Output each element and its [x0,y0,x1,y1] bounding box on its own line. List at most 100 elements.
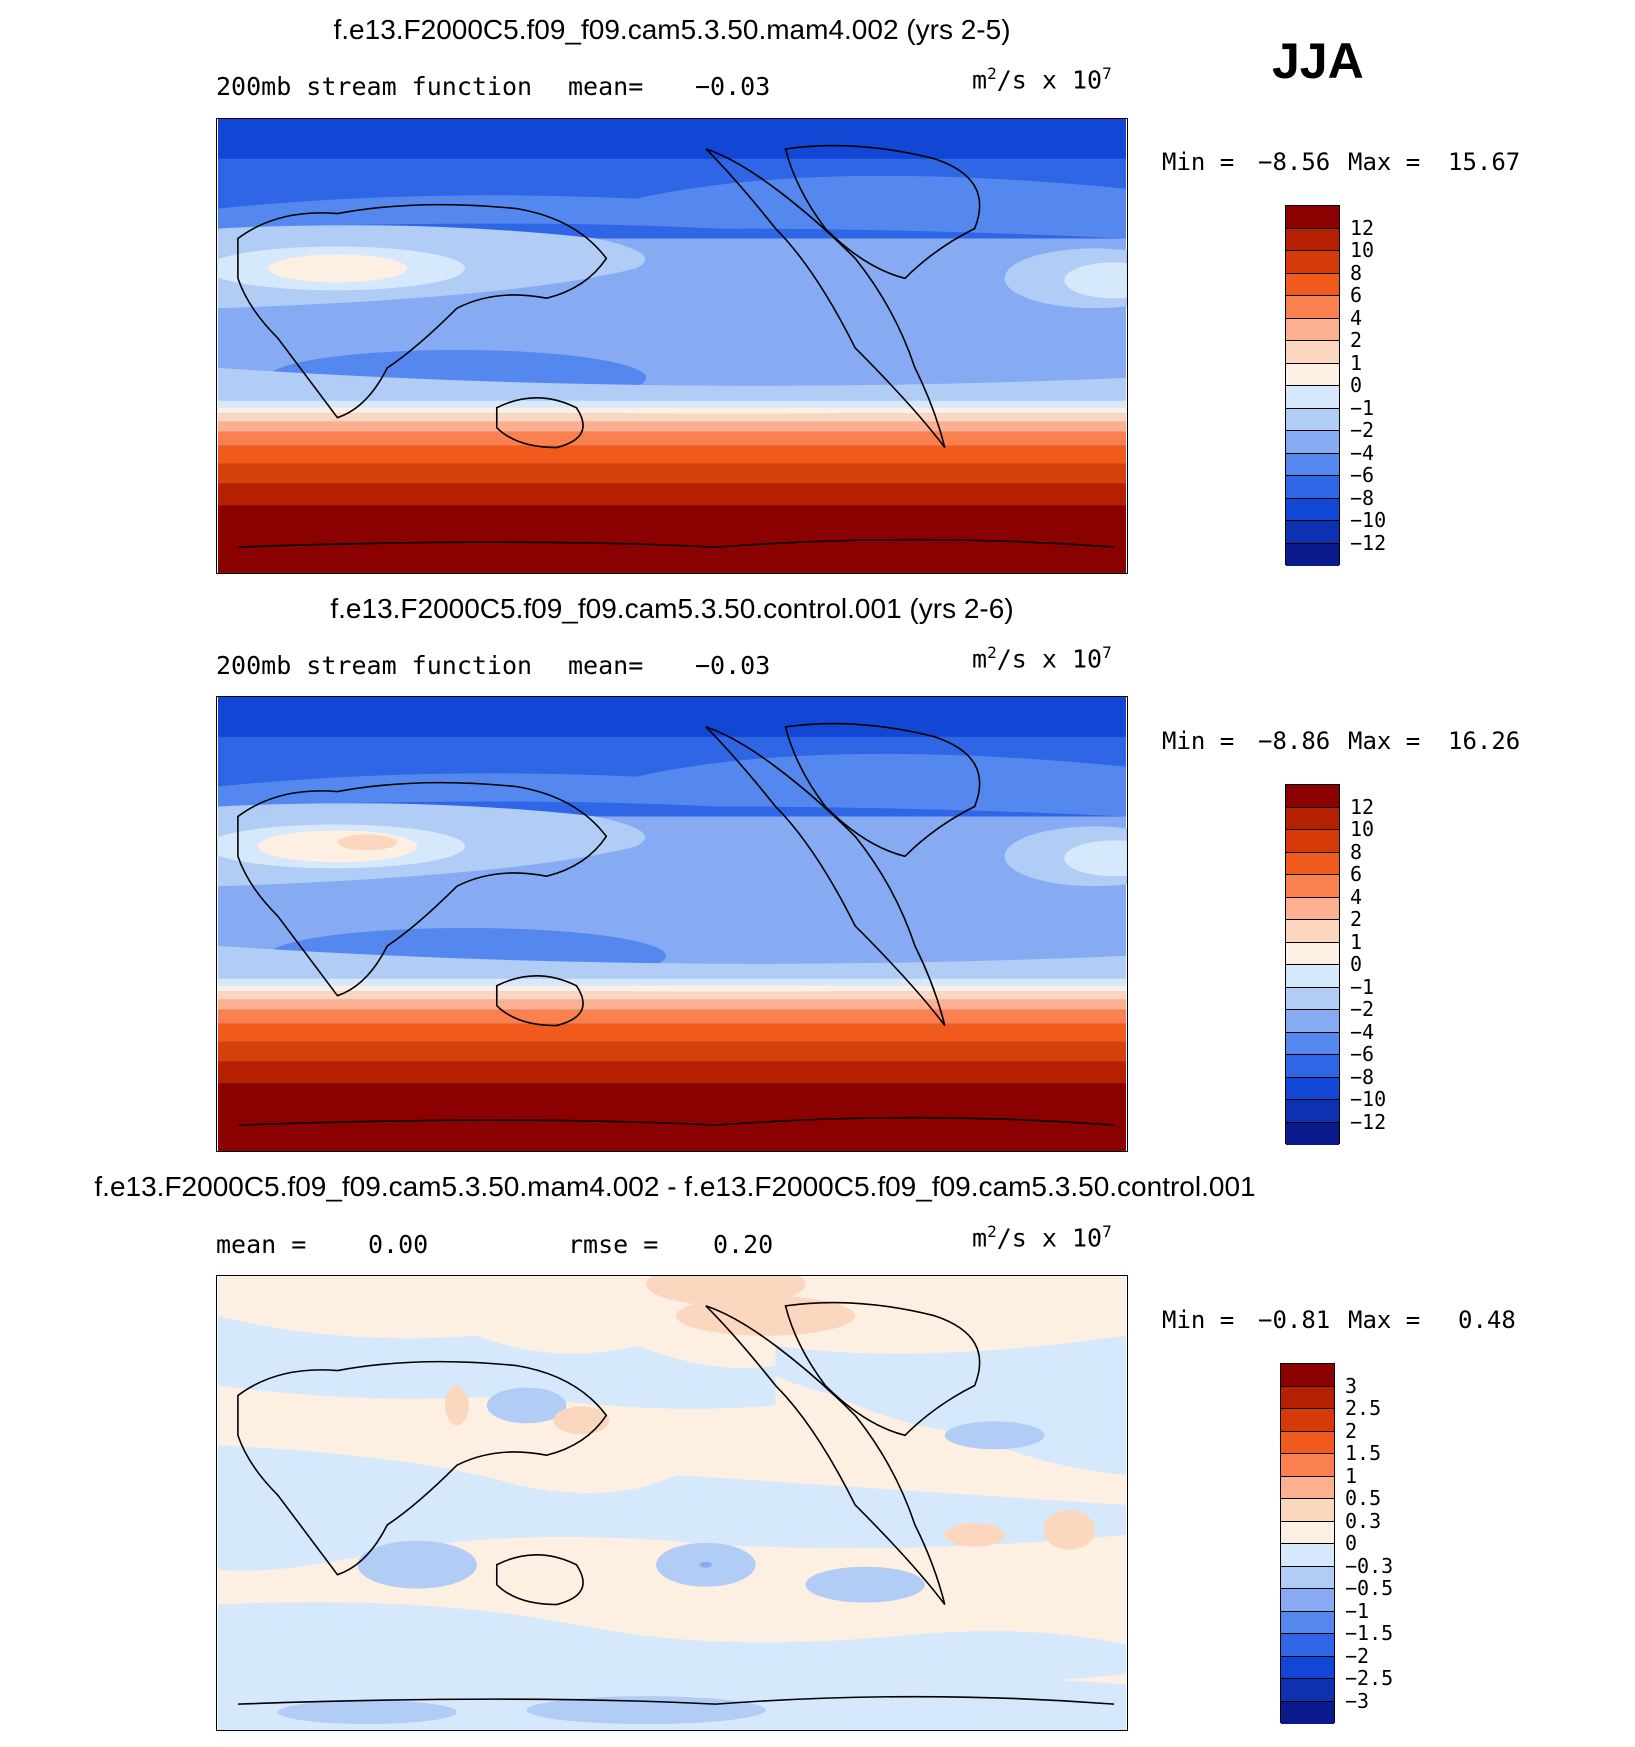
colorbar-tick-label: −2 [1350,418,1375,442]
colorbar-tick-label: 8 [1350,839,1363,864]
panel-2-map [216,696,1128,1152]
colorbar-tick-label: 10 [1350,817,1375,841]
colorbar-tick-label: −1.5 [1345,1621,1394,1645]
panel-3-map [216,1275,1128,1731]
colorbar-swatch [1281,1364,1334,1387]
colorbar-swatch [1286,875,1339,898]
colorbar-tick-label: 0 [1350,373,1363,397]
colorbar-swatch [1281,1701,1334,1724]
colorbar-swatch [1286,543,1339,566]
colorbar-tick-label: 0 [1350,952,1363,976]
colorbar-swatch [1286,251,1339,274]
panel-1-colorbar [1285,205,1340,566]
colorbar-tick-label: −2 [1345,1643,1370,1668]
panel-2-mean-value: −0.03 [695,651,771,680]
colorbar-swatch [1286,920,1339,943]
colorbar-swatch [1286,852,1339,875]
colorbar-swatch [1286,431,1339,454]
colorbar-tick-label: −10 [1350,508,1387,532]
panel-1-units: m2/s x 107 [972,64,1112,95]
colorbar-tick-label: −4 [1350,1019,1375,1044]
colorbar-tick-label: 2 [1350,907,1363,931]
colorbar-swatch [1286,1077,1339,1100]
colorbar-tick-label: −4 [1350,440,1375,465]
panel-1-min-value: −8.56 [1258,148,1331,176]
panel-2-min-value: −8.86 [1258,727,1331,755]
panel-1-min-label: Min = [1162,148,1235,176]
panel-3-colorbar [1280,1363,1335,1724]
colorbar-tick-label: −6 [1350,463,1375,487]
colorbar-swatch [1286,830,1339,853]
colorbar-swatch [1286,206,1339,229]
colorbar-swatch [1281,1499,1334,1522]
colorbar-tick-label: 0.5 [1345,1486,1382,1510]
colorbar-swatch [1286,476,1339,499]
panel-3-colorbar-labels: 3 2.5 2 1.5 1 0.5 0.3 0 −0.3 −0.5 −1 −1.5 −2 −2.5 −3 [1345,1363,1425,1723]
panel-3-min-value: −0.81 [1258,1306,1331,1334]
panel-1-max-value: 15.67 [1448,148,1521,176]
colorbar-tick-label: 12 [1350,794,1375,819]
colorbar-tick-label: −1 [1345,1598,1370,1623]
colorbar-swatch [1281,1544,1334,1567]
panel-3-mean-value: 0.00 [368,1230,429,1259]
colorbar-swatch [1286,228,1339,251]
panel-3-max-value: 0.48 [1458,1306,1516,1334]
panel-2-max-value: 16.26 [1448,727,1521,755]
panel-3-title: f.e13.F2000C5.f09_f09.cam5.3.50.mam4.002… [94,1171,1256,1202]
colorbar-swatch [1286,408,1339,431]
colorbar-tick-label: 2 [1350,328,1363,352]
panel-3-mean-label: mean = [216,1230,307,1259]
colorbar-tick-label: −8 [1350,485,1375,510]
colorbar-swatch [1286,987,1339,1010]
panel-2-min-label: Min = [1162,727,1235,755]
panel-2-colorbar-labels: 12 10 8 6 4 2 1 0 −1 −2 −4 −6 −8 −10 −12 [1350,784,1430,1144]
colorbar-swatch [1286,453,1339,476]
colorbar-tick-label: −8 [1350,1064,1375,1089]
colorbar-tick-label: 1 [1345,1463,1358,1488]
colorbar-swatch [1286,273,1339,296]
colorbar-swatch [1281,1589,1334,1612]
panel-1-map [216,118,1128,574]
colorbar-swatch [1286,386,1339,409]
colorbar-tick-label: −1 [1350,974,1375,999]
panel-3-max-label: Max = [1348,1306,1421,1334]
panel-1-title: f.e13.F2000C5.f09_f09.cam5.3.50.mam4.002… [333,14,1011,45]
colorbar-tick-label: −3 [1345,1688,1370,1713]
colorbar-swatch [1281,1386,1334,1409]
panel-2-units: m2/s x 107 [972,643,1112,674]
panel-1-variable-label: 200mb stream function [216,72,533,101]
colorbar-tick-label: 6 [1350,283,1363,307]
colorbar-tick-label: −2.5 [1345,1666,1394,1690]
colorbar-swatch [1286,363,1339,386]
panel-1-mean-label: mean= [568,72,644,101]
colorbar-tick-label: −12 [1350,530,1387,555]
colorbar-swatch [1286,1032,1339,1055]
colorbar-tick-label: −0.5 [1345,1576,1394,1600]
colorbar-tick-label: 6 [1350,862,1363,886]
colorbar-swatch [1281,1656,1334,1679]
panel-3-units: m2/s x 107 [972,1222,1112,1253]
colorbar-tick-label: 1.5 [1345,1441,1382,1465]
colorbar-tick-label: 10 [1350,238,1375,262]
panel-1-max-label: Max = [1348,148,1421,176]
colorbar-tick-label: 2 [1345,1418,1358,1443]
colorbar-tick-label: 12 [1350,215,1375,240]
colorbar-swatch [1281,1454,1334,1477]
panel-3-rmse-value: 0.20 [713,1230,774,1259]
panel-2-title: f.e13.F2000C5.f09_f09.cam5.3.50.control.… [330,593,1014,624]
panel-2-mean-label: mean= [568,651,644,680]
colorbar-tick-label: 0 [1345,1531,1358,1555]
colorbar-swatch [1286,521,1339,544]
colorbar-swatch [1281,1521,1334,1544]
colorbar-tick-label: −2 [1350,997,1375,1021]
colorbar-swatch [1281,1634,1334,1657]
panel-3-min-label: Min = [1162,1306,1235,1334]
panel-2-colorbar [1285,784,1340,1145]
panel-1-mean-value: −0.03 [695,72,771,101]
colorbar-tick-label: −1 [1350,395,1375,420]
colorbar-swatch [1286,807,1339,830]
colorbar-swatch [1286,498,1339,521]
colorbar-swatch [1286,785,1339,808]
colorbar-swatch [1281,1431,1334,1454]
season-label: JJA [1272,33,1364,89]
